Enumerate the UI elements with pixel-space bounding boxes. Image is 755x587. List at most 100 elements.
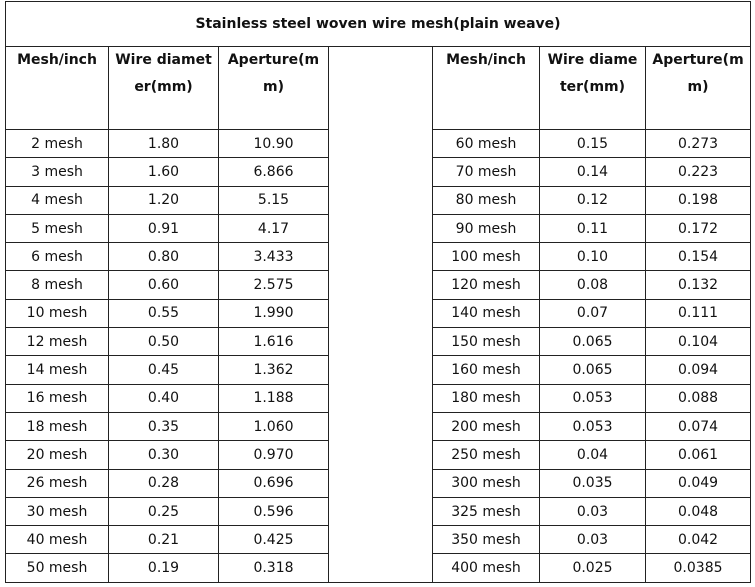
- data-row: 26 mesh 0.28 0.696 300 mesh 0.035 0.049: [5, 468, 752, 498]
- table-cell: 1.362: [218, 355, 329, 385]
- table-cell: 0.035: [539, 468, 646, 498]
- table-cell: 10.90: [218, 128, 329, 159]
- table-cell: 180 mesh: [432, 383, 540, 413]
- column-header: Aperture(mm): [218, 46, 329, 130]
- table-cell: 6.866: [218, 157, 329, 187]
- table-cell: 1.80: [108, 128, 219, 159]
- table-cell: 0.053: [539, 383, 646, 413]
- table-cell: 0.55: [108, 298, 219, 329]
- table-cell: 0.19: [108, 553, 219, 583]
- table-cell: 0.425: [218, 525, 329, 555]
- table-cell: 16 mesh: [5, 383, 109, 413]
- table-cell: 0.074: [644, 411, 752, 442]
- column-header: Aperture(mm): [644, 46, 752, 130]
- table-cell: 1.616: [218, 327, 329, 357]
- table-cell: 0.28: [108, 468, 219, 498]
- table-cell: 120 mesh: [432, 270, 540, 300]
- table-cell: 200 mesh: [432, 411, 540, 442]
- table-cell: 26 mesh: [5, 468, 109, 498]
- table-cell: 14 mesh: [5, 355, 109, 385]
- table-cell: 250 mesh: [432, 440, 540, 470]
- table-cell: 5.15: [218, 185, 329, 215]
- table-cell: 0.91: [108, 213, 219, 244]
- table-cell: 0.30: [108, 440, 219, 470]
- table-cell: 0.21: [108, 525, 219, 555]
- table-cell: 0.094: [644, 355, 752, 385]
- table-cell: 1.188: [218, 383, 329, 413]
- table-cell: 1.60: [108, 157, 219, 187]
- table-cell: 0.104: [644, 327, 752, 357]
- table-cell: 300 mesh: [432, 468, 540, 498]
- table-cell: 0.111: [644, 298, 752, 329]
- table-cell: 0.970: [218, 440, 329, 470]
- table-cell: 8 mesh: [5, 270, 109, 300]
- table-cell: 0.088: [644, 383, 752, 413]
- table-cell: 0.10: [539, 242, 646, 272]
- table-cell: 0.0385: [644, 553, 752, 583]
- table-cell: 0.596: [218, 496, 329, 527]
- data-row: 4 mesh 1.20 5.15 80 mesh 0.12 0.198: [5, 185, 752, 215]
- data-row: 50 mesh 0.19 0.318 400 mesh 0.025 0.0385: [5, 553, 752, 583]
- mesh-table: Stainless steel woven wire mesh(plain we…: [4, 1, 752, 583]
- table-cell: 0.048: [644, 496, 752, 527]
- table-cell: 0.07: [539, 298, 646, 329]
- table-cell: 3.433: [218, 242, 329, 272]
- table-cell: 0.08: [539, 270, 646, 300]
- table-cell: 1.20: [108, 185, 219, 215]
- table-cell: 0.80: [108, 242, 219, 272]
- table-cell: 10 mesh: [5, 298, 109, 329]
- table-cell: 350 mesh: [432, 525, 540, 555]
- column-header: Wire diameter(mm): [108, 46, 219, 130]
- table-cell: 0.11: [539, 213, 646, 244]
- table-cell: 0.042: [644, 525, 752, 555]
- table-cell: 0.45: [108, 355, 219, 385]
- table-cell: 50 mesh: [5, 553, 109, 583]
- table-cell: 0.065: [539, 327, 646, 357]
- table-cell: 0.03: [539, 496, 646, 527]
- data-row: 18 mesh 0.35 1.060 200 mesh 0.053 0.074: [5, 411, 752, 442]
- table-cell: 0.025: [539, 553, 646, 583]
- table-cell: 0.14: [539, 157, 646, 187]
- column-header: Mesh/inch: [432, 46, 540, 130]
- data-row: 2 mesh 1.80 10.90 60 mesh 0.15 0.273: [5, 128, 752, 159]
- title-row: Stainless steel woven wire mesh(plain we…: [4, 1, 752, 47]
- table-cell: 2.575: [218, 270, 329, 300]
- table-body: Stainless steel woven wire mesh(plain we…: [4, 1, 752, 583]
- table-cell: 0.065: [539, 355, 646, 385]
- table-cell: 0.60: [108, 270, 219, 300]
- table-cell: 160 mesh: [432, 355, 540, 385]
- data-row: 6 mesh 0.80 3.433 100 mesh 0.10 0.154: [5, 242, 752, 272]
- table-cell: 0.12: [539, 185, 646, 215]
- table-cell: 0.35: [108, 411, 219, 442]
- table-cell: 0.223: [644, 157, 752, 187]
- gap-column: [328, 46, 433, 583]
- table-cell: 0.696: [218, 468, 329, 498]
- table-cell: 0.04: [539, 440, 646, 470]
- table-cell: 80 mesh: [432, 185, 540, 215]
- table-cell: 1.060: [218, 411, 329, 442]
- column-header: Mesh/inch: [5, 46, 109, 130]
- table-cell: 70 mesh: [432, 157, 540, 187]
- table-cell: 0.25: [108, 496, 219, 527]
- table-cell: 2 mesh: [5, 128, 109, 159]
- table-cell: 1.990: [218, 298, 329, 329]
- table-cell: 0.273: [644, 128, 752, 159]
- table-cell: 40 mesh: [5, 525, 109, 555]
- table-cell: 100 mesh: [432, 242, 540, 272]
- table-title: Stainless steel woven wire mesh(plain we…: [4, 1, 752, 47]
- data-row: 12 mesh 0.50 1.616 150 mesh 0.065 0.104: [5, 327, 752, 357]
- table-cell: 30 mesh: [5, 496, 109, 527]
- table-cell: 0.132: [644, 270, 752, 300]
- table-cell: 0.318: [218, 553, 329, 583]
- table-cell: 0.053: [539, 411, 646, 442]
- table-cell: 325 mesh: [432, 496, 540, 527]
- table-cell: 0.172: [644, 213, 752, 244]
- table-cell: 0.50: [108, 327, 219, 357]
- table-cell: 20 mesh: [5, 440, 109, 470]
- table-cell: 60 mesh: [432, 128, 540, 159]
- table-cell: 0.061: [644, 440, 752, 470]
- column-header: Wire diameter(mm): [539, 46, 646, 130]
- table-cell: 0.03: [539, 525, 646, 555]
- data-row: 30 mesh 0.25 0.596 325 mesh 0.03 0.048: [5, 496, 752, 527]
